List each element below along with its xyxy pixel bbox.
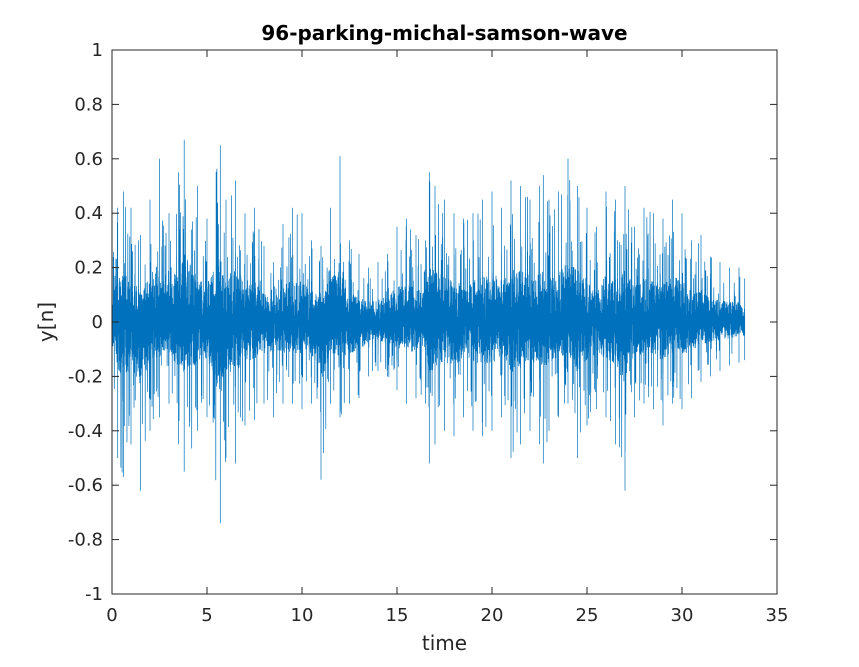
- waveform-series: [111, 139, 746, 524]
- x-tick-label: 15: [386, 605, 409, 626]
- y-tick-label: 0.2: [74, 258, 103, 279]
- y-tick-label: 0.6: [74, 149, 103, 170]
- y-axis-label: y[n]: [34, 302, 58, 342]
- x-tick-label: 35: [766, 605, 789, 626]
- y-tick-label: -0.4: [68, 421, 103, 442]
- x-axis-label: time: [422, 631, 467, 655]
- y-tick-label: -0.8: [68, 530, 103, 551]
- y-tick-label: 0.8: [74, 94, 103, 115]
- x-tick-label: 30: [671, 605, 694, 626]
- x-tick-label: 25: [576, 605, 599, 626]
- chart-title: 96-parking-michal-samson-wave: [261, 21, 627, 45]
- y-tick-label: 0.4: [74, 203, 103, 224]
- x-tick-label: 0: [106, 605, 117, 626]
- axis-ticks: 0 5 10 15 20 25 30 35 -1 -0.8 -0.6 -0.4 -0.2 0 0.2 0.4 0…: [68, 40, 789, 626]
- waveform-line: [111, 139, 746, 524]
- y-tick-label: 0: [92, 312, 103, 333]
- x-tick-label: 5: [201, 605, 212, 626]
- axes-box: [111, 49, 778, 595]
- y-tick-label: 1: [92, 40, 103, 61]
- y-tick-label: -0.6: [68, 475, 103, 496]
- y-tick-label: -1: [85, 584, 103, 605]
- y-tick-label: -0.2: [68, 366, 103, 387]
- x-tick-label: 20: [481, 605, 504, 626]
- x-tick-label: 10: [291, 605, 314, 626]
